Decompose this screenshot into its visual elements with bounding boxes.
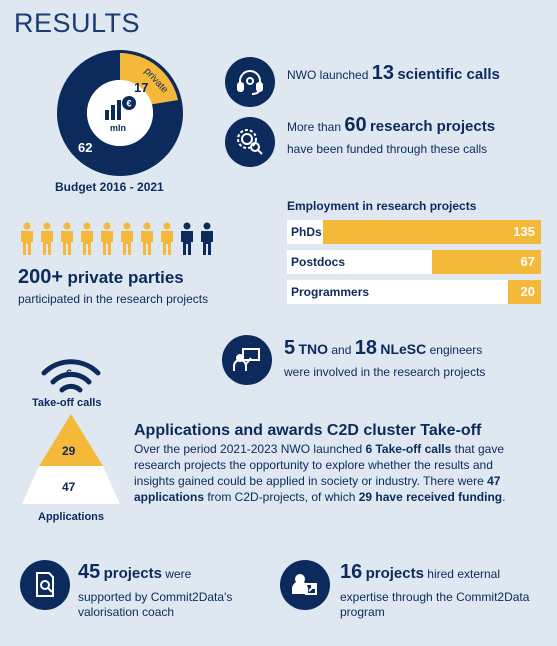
employment-row: PhDs 135	[287, 220, 541, 244]
pyramid-top-value: 29	[62, 444, 76, 458]
applications-label: Applications	[38, 511, 105, 523]
applications-paragraph: Over the period 2021-2023 NWO launched 6…	[134, 442, 506, 504]
gear-search-icon	[225, 117, 275, 167]
employment-value: 20	[520, 284, 535, 299]
wifi-number: 6	[66, 368, 73, 380]
employment-bar	[322, 220, 541, 244]
hire-expert-icon	[280, 560, 330, 610]
document-search-icon	[20, 560, 70, 610]
employment-bar	[507, 280, 541, 304]
person-icon	[81, 222, 93, 255]
applications-pyramid	[22, 414, 120, 504]
coach-stat: 45 projects were	[78, 561, 192, 583]
presenter-icon	[222, 335, 272, 385]
engineers-stat: 5 TNO and 18 NLeSC engineers	[284, 337, 483, 359]
parties-line2: participated in the research projects	[18, 292, 209, 306]
svg-text:€: €	[126, 99, 131, 109]
parties-stat: 200+ private parties	[18, 266, 184, 288]
person-icon	[181, 222, 193, 255]
projects-stat: More than 60 research projects	[287, 114, 496, 136]
takeoff-calls-label: Take-off calls	[32, 397, 102, 409]
person-icon	[61, 222, 73, 255]
expertise-line3: program	[340, 605, 385, 619]
center-label: mln	[110, 123, 127, 133]
private-value: 17	[134, 80, 149, 95]
budget-caption: Budget 2016 - 2021	[55, 180, 164, 194]
person-icon	[141, 222, 153, 255]
employment-label: Postdocs	[291, 255, 346, 269]
applications-heading: Applications and awards C2D cluster Take…	[134, 422, 482, 439]
person-icon	[161, 222, 173, 255]
employment-bar	[431, 250, 541, 274]
employment-row: Programmers 20	[287, 280, 541, 304]
coach-line3: valorisation coach	[78, 605, 175, 619]
pyramid-applications	[22, 466, 120, 504]
expertise-stat: 16 projects hired external	[340, 561, 501, 583]
person-icon	[101, 222, 113, 255]
person-icon	[41, 222, 53, 255]
employment-row: Postdocs 67	[287, 250, 541, 274]
projects-line2: have been funded through these calls	[287, 142, 488, 156]
pyramid-bottom-value: 47	[62, 480, 76, 494]
nwo-value: 62	[78, 140, 93, 155]
person-icon	[21, 222, 33, 255]
wifi-icon	[40, 355, 102, 397]
headset-icon	[225, 57, 275, 107]
person-icon	[201, 222, 213, 255]
calls-stat: NWO launched 13 scientific calls	[287, 62, 500, 84]
donut-private-segment	[120, 53, 178, 105]
employment-value: 67	[520, 254, 535, 269]
people-icons	[18, 222, 216, 255]
expertise-line2: expertise through the Commit2Data	[340, 590, 530, 604]
pyramid-funded	[39, 414, 103, 466]
employment-label: PhDs	[291, 225, 322, 239]
budget-donut: €	[50, 48, 190, 178]
engineers-line2: were involved in the research projects	[284, 365, 486, 379]
page-title: RESULTS	[14, 8, 141, 38]
employment-value: 135	[513, 224, 535, 239]
employment-label: Programmers	[291, 285, 370, 299]
person-icon	[121, 222, 133, 255]
employment-title: Employment in research projects	[287, 199, 477, 213]
budget-icon: €	[105, 96, 136, 120]
coach-line2: supported by Commit2Data's	[78, 590, 233, 604]
